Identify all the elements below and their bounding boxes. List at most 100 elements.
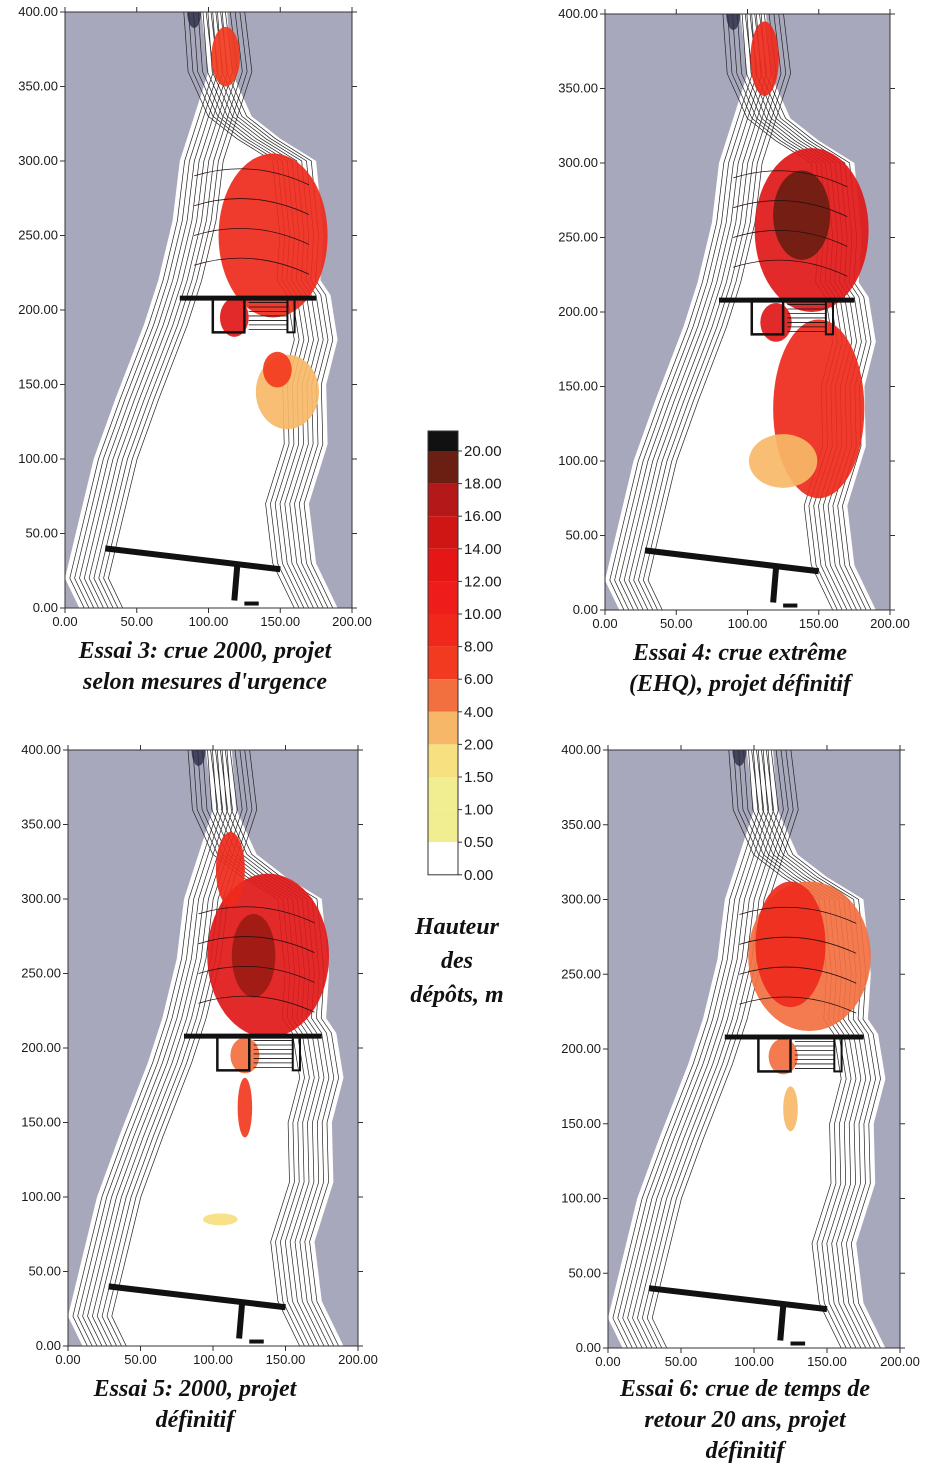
contour-line bbox=[69, 12, 214, 608]
x-tick-label: 100.00 bbox=[193, 1352, 233, 1367]
legend-band bbox=[428, 431, 458, 451]
y-tick-label: 100.00 bbox=[558, 453, 598, 468]
legend-label: 8.00 bbox=[464, 639, 493, 656]
contour-line bbox=[98, 12, 243, 608]
contour-line bbox=[760, 14, 872, 610]
legend-band bbox=[428, 679, 458, 712]
deep-pool bbox=[726, 14, 741, 30]
x-tick-label: 50.00 bbox=[660, 616, 693, 631]
x-tick-label: 100.00 bbox=[189, 614, 229, 629]
x-tick-label: 50.00 bbox=[124, 1352, 157, 1367]
contour-line bbox=[622, 750, 770, 1348]
y-tick-label: 150.00 bbox=[561, 1116, 601, 1131]
contour-line bbox=[733, 170, 848, 188]
caption-essai-5: Essai 5: 2000, projet définitif bbox=[30, 1374, 360, 1436]
y-tick-label: 150.00 bbox=[558, 379, 598, 394]
contour-line bbox=[617, 750, 765, 1348]
legend-band bbox=[428, 777, 458, 810]
x-tick-label: 0.00 bbox=[592, 616, 617, 631]
y-tick-label: 200.00 bbox=[561, 1041, 601, 1056]
y-tick-label: 400.00 bbox=[561, 742, 601, 757]
y-tick-label: 50.00 bbox=[28, 1264, 61, 1279]
x-tick-label: 150.00 bbox=[807, 1354, 847, 1369]
contour-line bbox=[733, 200, 848, 218]
weir-pier bbox=[291, 1035, 301, 1072]
y-tick-label: 200.00 bbox=[18, 302, 58, 317]
deposit-zone bbox=[755, 881, 826, 1008]
contour-line bbox=[217, 12, 329, 608]
contour-line bbox=[757, 750, 872, 1348]
contour-line bbox=[642, 14, 787, 610]
weir-bay bbox=[757, 1035, 792, 1073]
contour-line bbox=[646, 750, 794, 1348]
legend-band bbox=[428, 842, 458, 875]
legend-title-line-2: des bbox=[441, 948, 473, 974]
x-tick-label: 150.00 bbox=[260, 614, 300, 629]
weir-bay bbox=[211, 296, 246, 334]
contour-line bbox=[198, 936, 315, 954]
x-tick-label: 50.00 bbox=[120, 614, 153, 629]
deposit-zone bbox=[750, 21, 779, 96]
y-tick-label: 200.00 bbox=[558, 304, 598, 319]
legend-band bbox=[428, 711, 458, 745]
y-tick-label: 100.00 bbox=[18, 451, 58, 466]
contour-line bbox=[108, 12, 253, 608]
legend-label: 4.00 bbox=[464, 704, 493, 721]
contour-line bbox=[72, 750, 219, 1346]
contour-line bbox=[111, 750, 258, 1346]
chart-panel-essai-4: 0.00 50.00 100.00 150.00 200.00 250.00 300.00 3… bbox=[558, 6, 910, 631]
y-tick-label: 0.00 bbox=[576, 1340, 601, 1355]
legend-band bbox=[428, 646, 458, 680]
contour-line bbox=[198, 995, 315, 1013]
contour-line bbox=[738, 750, 852, 1348]
deposit-zone bbox=[783, 1086, 798, 1132]
deep-pool bbox=[191, 750, 206, 766]
y-tick-label: 300.00 bbox=[21, 891, 61, 906]
caption-line: Essai 4: crue extrême bbox=[633, 640, 847, 666]
y-tick-label: 250.00 bbox=[561, 966, 601, 981]
x-tick-label: 0.00 bbox=[55, 1352, 80, 1367]
contour-line bbox=[753, 750, 867, 1348]
x-tick-label: 150.00 bbox=[799, 616, 839, 631]
legend-band bbox=[428, 483, 458, 517]
contour-line bbox=[216, 750, 330, 1346]
contour-line bbox=[739, 936, 857, 954]
contour-line bbox=[733, 259, 848, 277]
deposit-zone bbox=[773, 170, 831, 260]
contour-line bbox=[627, 750, 774, 1348]
contour-line bbox=[619, 14, 763, 610]
contour-line bbox=[221, 12, 334, 608]
y-tick-label: 0.00 bbox=[33, 600, 58, 615]
contour-line bbox=[767, 750, 881, 1348]
contour-line bbox=[739, 906, 857, 924]
deposit-zone bbox=[211, 26, 241, 87]
x-tick-label: 0.00 bbox=[595, 1354, 620, 1369]
caption-line: Essai 5: 2000, projet bbox=[93, 1376, 297, 1402]
y-tick-label: 0.00 bbox=[573, 602, 598, 617]
contour-line bbox=[194, 168, 310, 186]
deposit-zone bbox=[215, 831, 245, 907]
legend-label: 2.00 bbox=[464, 736, 493, 753]
contour-line bbox=[638, 14, 782, 610]
y-tick-label: 50.00 bbox=[568, 1265, 601, 1280]
y-tick-label: 350.00 bbox=[21, 817, 61, 832]
x-tick-label: 100.00 bbox=[728, 616, 768, 631]
contour-line bbox=[82, 750, 228, 1346]
caption-line: retour 20 ans, projet bbox=[644, 1407, 846, 1433]
contour-line bbox=[194, 257, 310, 275]
contour-line bbox=[198, 906, 315, 924]
contour-line bbox=[612, 750, 760, 1348]
legend-label: 16.00 bbox=[464, 508, 502, 525]
caption-essai-4: Essai 4: crue extrême (EHQ), projet défin… bbox=[575, 638, 905, 700]
y-tick-label: 350.00 bbox=[18, 79, 58, 94]
caption-line: définitif bbox=[705, 1438, 785, 1464]
contour-line bbox=[762, 750, 876, 1348]
legend-band bbox=[428, 809, 458, 843]
legend-band bbox=[428, 614, 458, 647]
y-tick-label: 250.00 bbox=[21, 966, 61, 981]
contour-line bbox=[226, 750, 339, 1346]
contour-line bbox=[628, 14, 772, 610]
contour-line bbox=[651, 750, 799, 1348]
deposit-zone bbox=[760, 303, 792, 342]
lower-pier bbox=[777, 1305, 787, 1341]
